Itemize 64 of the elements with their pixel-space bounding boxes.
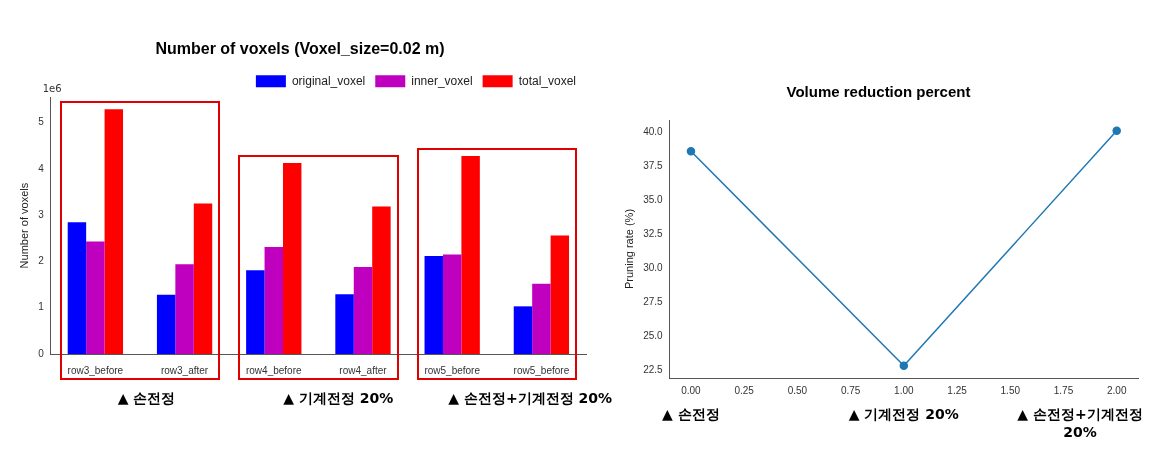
point bbox=[1112, 126, 1121, 136]
y-tick-label: 30.0 bbox=[643, 261, 664, 273]
y-axis-title: Number of voxels bbox=[17, 182, 30, 269]
x-tick-label: 1.25 bbox=[947, 384, 968, 396]
x-tick-label: 0.50 bbox=[787, 384, 808, 396]
bar bbox=[104, 109, 124, 354]
y-tick-label: 4 bbox=[38, 162, 45, 174]
x-tick-label: 0.00 bbox=[681, 384, 702, 396]
legend-label: total_voxel bbox=[518, 73, 577, 88]
y-tick-label: 35.0 bbox=[643, 193, 664, 205]
y-tick-label: 32.5 bbox=[643, 227, 664, 239]
y-tick-label: 40.0 bbox=[643, 125, 664, 137]
text: ▲ 기계전정 20% bbox=[848, 406, 959, 424]
bar bbox=[335, 294, 354, 354]
x-tick-label: 0.75 bbox=[840, 384, 861, 396]
chart-title: Number of voxels (Voxel_size=0.02 m) bbox=[155, 40, 445, 58]
y-tick-label: 3 bbox=[38, 208, 45, 220]
legend-label: inner_voxel bbox=[411, 73, 473, 88]
x-tick-label: row5_before bbox=[513, 364, 570, 376]
x-tick-label: row3_before bbox=[67, 364, 124, 376]
bar bbox=[246, 270, 265, 354]
y-axis-title: Pruning rate (%) bbox=[622, 208, 635, 290]
chart-title: Volume reduction percent bbox=[786, 83, 971, 101]
bar bbox=[175, 264, 194, 354]
text: ▲ 기계전정 20% bbox=[282, 390, 395, 408]
y-tick-label: 25.0 bbox=[643, 329, 664, 341]
y-tick-label: 5 bbox=[38, 116, 45, 128]
x-tick-label: 2.00 bbox=[1106, 384, 1127, 396]
y-tick-label: 1 bbox=[38, 301, 45, 313]
point bbox=[686, 146, 696, 156]
text: ▲ 손전정 bbox=[116, 390, 177, 408]
x-tick-label: 1.50 bbox=[1000, 384, 1021, 396]
y-tick-label: 27.5 bbox=[643, 295, 664, 307]
point bbox=[899, 361, 909, 371]
y-tick-label: 2 bbox=[38, 255, 45, 267]
y-tick-label: 0 bbox=[38, 347, 45, 359]
text: ▲ 손전정+기계전정 20% bbox=[1016, 406, 1144, 440]
bar bbox=[86, 241, 105, 354]
bar bbox=[442, 254, 462, 354]
bar bbox=[372, 206, 391, 354]
bar bbox=[550, 235, 570, 354]
y-tick-label: 37.5 bbox=[643, 159, 664, 171]
x-tick-label: 0.25 bbox=[734, 384, 755, 396]
text: ▲ 손전정 bbox=[662, 406, 720, 424]
x-tick-label: row5_before bbox=[424, 364, 481, 376]
legend-label: original_voxel bbox=[291, 73, 366, 88]
bar bbox=[156, 294, 176, 354]
text: 1e6 bbox=[42, 83, 62, 95]
bar bbox=[424, 255, 443, 354]
bar bbox=[193, 203, 213, 354]
bar bbox=[532, 283, 551, 354]
bar bbox=[283, 162, 302, 354]
bar bbox=[67, 222, 87, 354]
bar bbox=[264, 247, 283, 354]
text: ▲ 손전정+기계전정 20% bbox=[447, 390, 613, 408]
x-tick-label: row4_before bbox=[245, 364, 303, 376]
x-tick-label: 1.00 bbox=[894, 384, 914, 396]
bar bbox=[513, 306, 533, 354]
x-tick-label: row3_after bbox=[160, 364, 209, 376]
bar bbox=[353, 267, 373, 354]
y-tick-label: 22.5 bbox=[643, 363, 664, 375]
x-tick-label: 1.75 bbox=[1053, 384, 1074, 396]
x-tick-label: row4_after bbox=[339, 364, 388, 376]
bar bbox=[461, 155, 480, 354]
